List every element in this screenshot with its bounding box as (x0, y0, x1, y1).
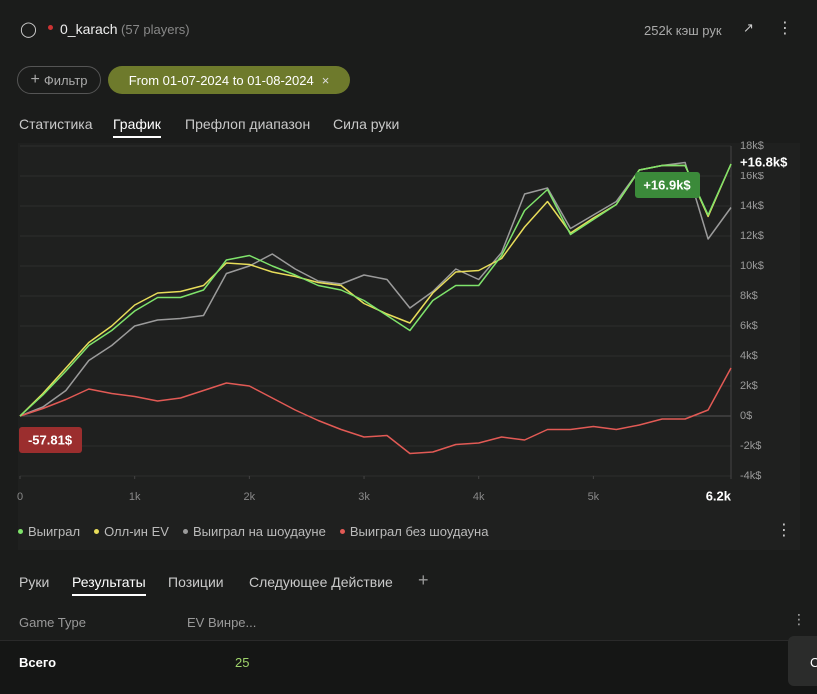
tab[interactable]: Следующее Действие (249, 574, 393, 590)
filter-label: Фильтр (43, 72, 88, 88)
legend-dot (18, 529, 23, 534)
legend-dot (94, 529, 100, 534)
end-total: +16.8k$ (740, 154, 788, 169)
close-icon[interactable]: × (321, 72, 330, 88)
plus-icon: + (30, 71, 40, 88)
x-tick-label: 0 (17, 491, 23, 503)
y-tick-label: 8k$ (740, 290, 758, 302)
date-chip[interactable]: From 01-07-2024 to 01-08-2024 × (108, 66, 350, 94)
y-tick-label: -2k$ (740, 440, 761, 452)
line-series (19, 163, 732, 417)
chart: -4k$ -2k$ 0$ 2k$ 4k$ 6k$ 8k$ 10k$ 12k$ 14k$ 16k$ 18… (16, 139, 796, 504)
date-label: From 01-07-2024 to 01-08-2024 (128, 72, 314, 88)
line-series (19, 163, 732, 417)
legend-label: Выиграл без шоудауна (349, 524, 489, 539)
menu-icon[interactable]: ⋮ (777, 20, 793, 37)
y-tick-label: 10k$ (740, 260, 764, 272)
y-tick-label: 14k$ (740, 200, 764, 212)
y-tick-label: 0$ (740, 410, 752, 422)
players-count: (57 players) (121, 22, 190, 37)
chart-panel (18, 143, 800, 550)
column-header[interactable]: Game Type (19, 615, 86, 630)
y-tick-label: -4k$ (740, 470, 761, 482)
total-row (0, 640, 817, 694)
x-tick-label: 6.2k (706, 488, 732, 503)
start-total-box (19, 427, 82, 453)
legend: Выиграл Олл-ин EV Выиграл на шоудауне Выигр… (18, 524, 488, 539)
line-series (19, 367, 732, 455)
row-label: Всего (19, 655, 57, 670)
legend-dot (182, 529, 188, 534)
player-name[interactable]: 0_karach (60, 21, 118, 37)
y-tick-label: 16k$ (740, 170, 764, 182)
legend-item[interactable]: Выиграл (18, 524, 80, 539)
legend-dot (339, 529, 345, 534)
tooltip-box (635, 172, 700, 198)
tab[interactable]: Сила руки (333, 116, 400, 132)
user-icon[interactable]: ◯ (20, 21, 37, 38)
x-tick-label: 1k (129, 491, 141, 503)
legend-label: Выиграл на шоудауне (192, 524, 326, 539)
x-tick-label: 4k (473, 491, 485, 503)
legend-item[interactable]: Выиграл на шоудауне (182, 524, 326, 539)
chart-menu[interactable]: ⋮ (776, 522, 792, 539)
column-header[interactable]: EV Винре... (187, 615, 257, 630)
tab[interactable]: Руки (19, 574, 50, 590)
y-tick-label: 4k$ (740, 350, 758, 362)
hands-count: 252k кэш рук (644, 23, 722, 38)
legend-item[interactable]: Олл-ин EV (94, 524, 169, 539)
tab[interactable]: Префлоп диапазон (185, 116, 311, 132)
export-icon[interactable]: ↗ (743, 20, 754, 35)
tab[interactable]: Результаты (72, 574, 146, 596)
tooltip-label: +16.9k$ (643, 177, 691, 192)
y-tick-label: 6k$ (740, 320, 758, 332)
end-total-bg (738, 154, 796, 172)
legend-label: Олл-ин EV (104, 524, 169, 539)
y-tick-label: 2k$ (740, 380, 758, 392)
tab[interactable]: График (113, 116, 161, 138)
y-tick-label: 18k$ (740, 140, 764, 152)
x-tick-label: 5k (588, 491, 600, 503)
add-tab[interactable]: + (418, 570, 429, 590)
corner-button[interactable]: C (788, 636, 817, 686)
tab[interactable]: Статистика (19, 116, 93, 132)
y-tick-label: 12k$ (740, 230, 764, 242)
row-value: 25 (235, 655, 250, 670)
legend-label: Выиграл (28, 524, 81, 539)
legend-item[interactable]: Выиграл без шоудауна (339, 524, 489, 539)
x-tick-label: 2k (244, 491, 256, 503)
table-menu[interactable]: ⋮ (792, 611, 806, 627)
filter-button[interactable]: + Фильтр (17, 66, 101, 94)
status-dot (48, 25, 53, 30)
start-total: -57.81$ (28, 432, 73, 447)
tab[interactable]: Позиции (168, 574, 224, 590)
line-series (19, 161, 732, 417)
x-tick-label: 3k (358, 491, 370, 503)
